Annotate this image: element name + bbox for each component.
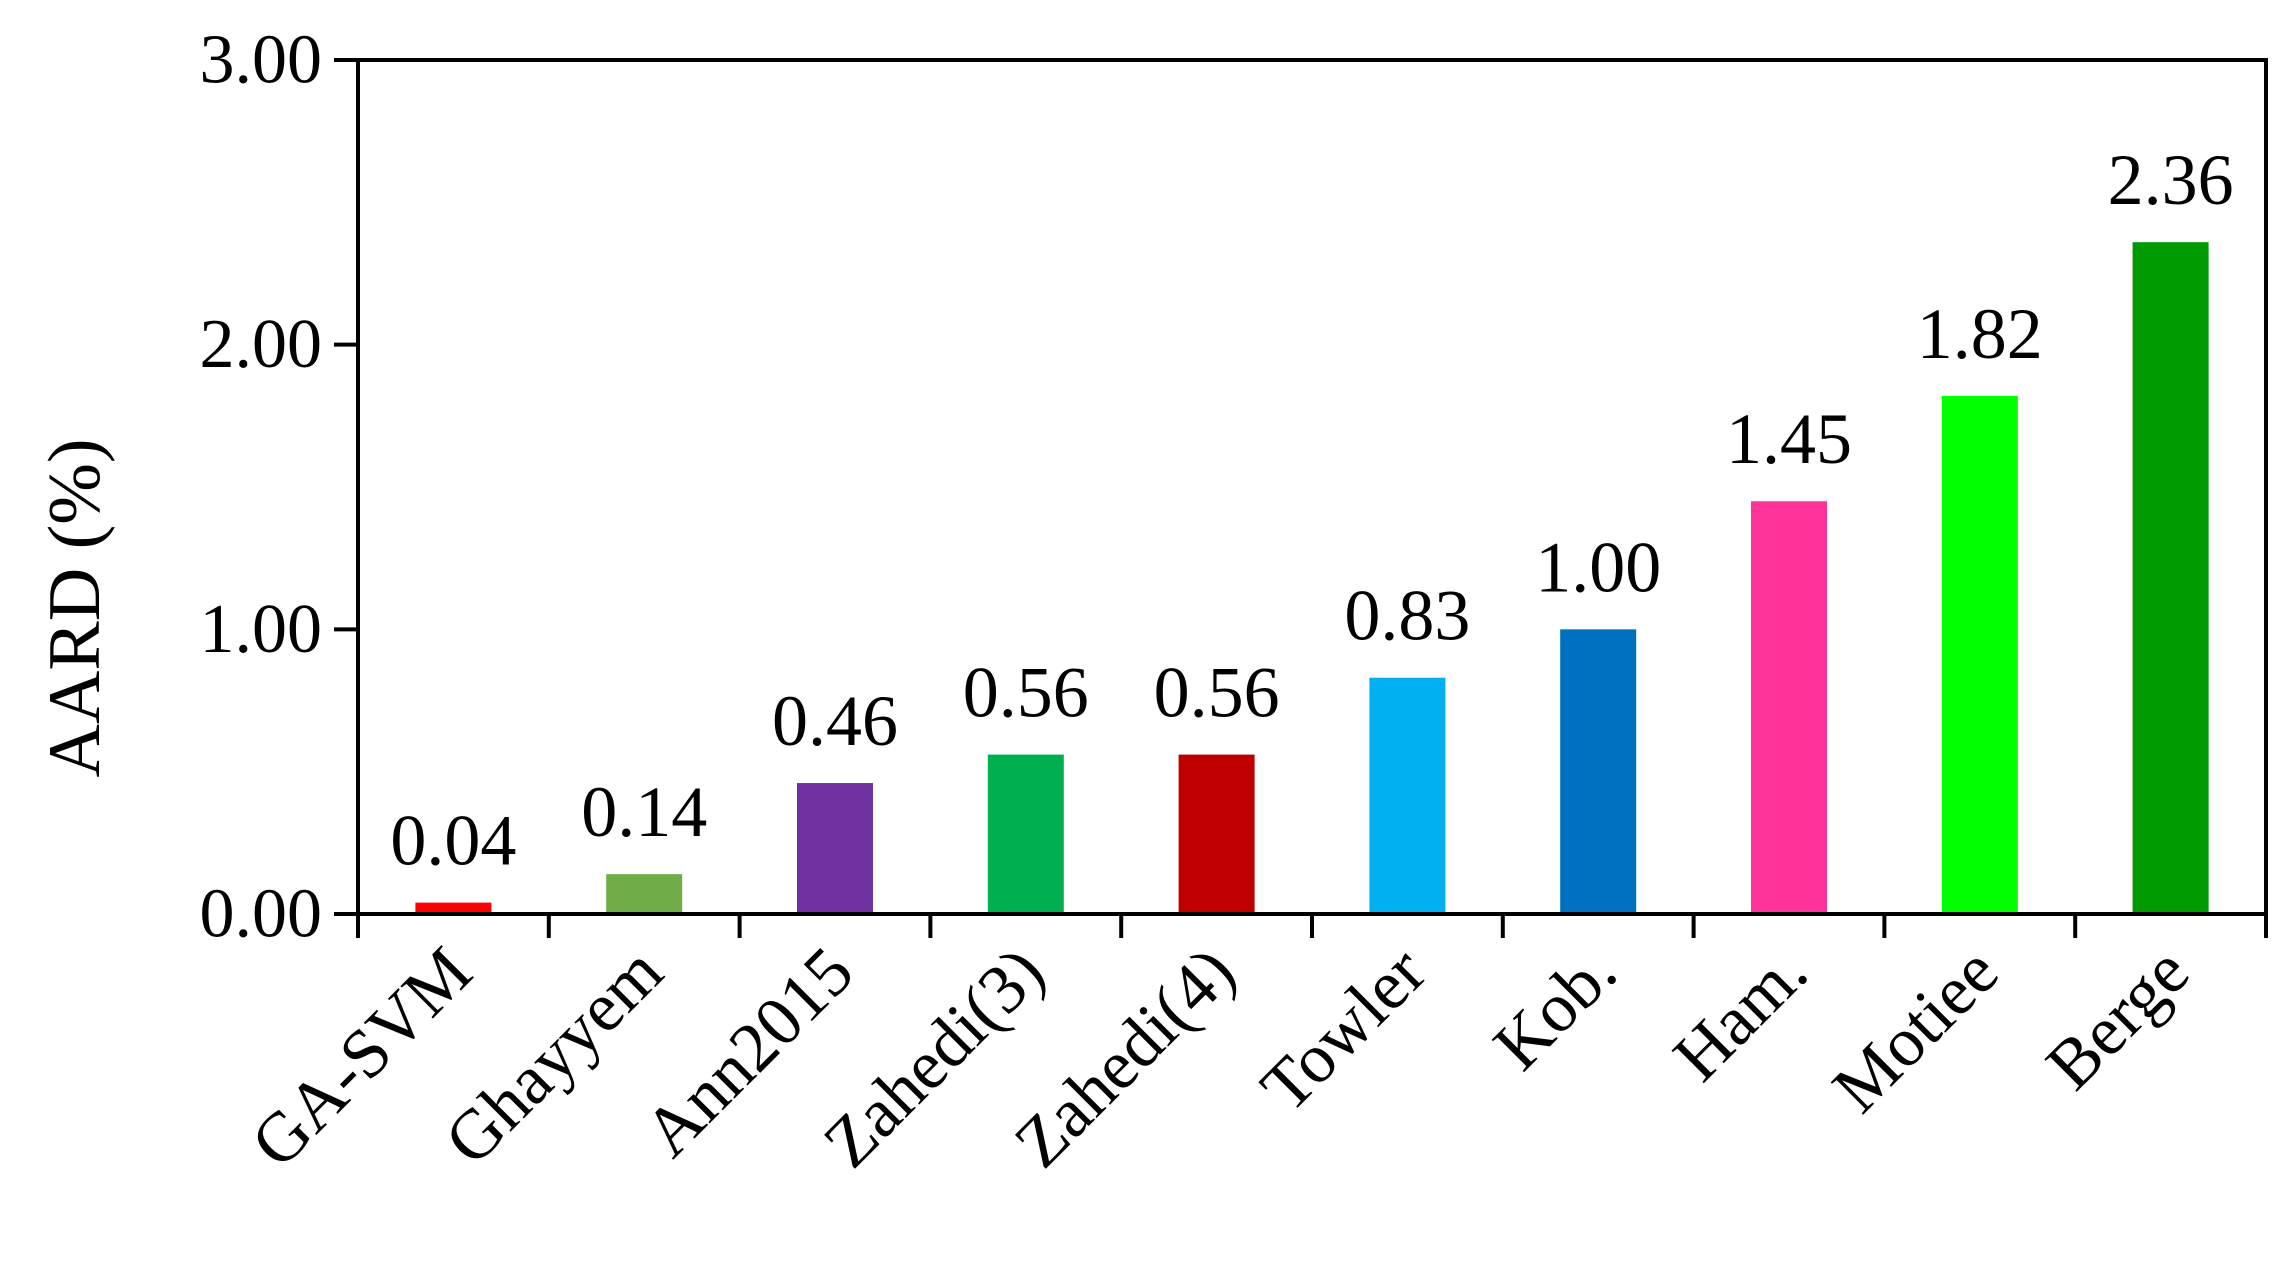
category-labels-group: GA-SVMGhayyemAnn2015Zahedi(3)Zahedi(4)To… <box>237 933 2204 1183</box>
bar <box>2132 242 2209 915</box>
category-label: Towler <box>1247 933 1441 1127</box>
bar <box>1369 677 1446 914</box>
bar <box>1751 501 1827 914</box>
y-axis-title: AARD (%) <box>34 438 116 777</box>
y-tick-label: 1.00 <box>200 591 323 668</box>
bar <box>415 902 492 914</box>
data-label: 0.46 <box>772 681 898 761</box>
data-label: 0.83 <box>1344 576 1470 656</box>
data-label: 1.00 <box>1535 527 1661 607</box>
y-tick-label: 2.00 <box>200 306 323 383</box>
bar <box>606 874 683 914</box>
bar <box>797 783 873 914</box>
data-label: 1.82 <box>1917 294 2043 374</box>
bar <box>1560 629 1637 914</box>
category-label: Ham. <box>1659 933 1822 1096</box>
bar <box>987 754 1064 914</box>
category-label: Kob. <box>1479 933 1631 1085</box>
y-axis: 0.00 1.00 2.00 3.00 <box>200 22 358 953</box>
y-tick-label: 0.00 <box>200 876 323 953</box>
data-labels-group: 0.04 0.14 0.46 0.56 0.56 0.83 1.00 1.45 1.82 2.36 <box>390 140 2233 880</box>
data-label: 0.56 <box>1154 653 1280 733</box>
data-label: 0.14 <box>581 772 707 852</box>
category-label: Motiee <box>1818 933 2013 1128</box>
bar <box>1941 395 2018 914</box>
data-label: 0.04 <box>390 801 516 881</box>
category-label: Berge <box>2032 933 2204 1105</box>
data-label: 1.45 <box>1726 399 1852 479</box>
bar <box>1178 754 1255 914</box>
y-tick-label: 3.00 <box>200 22 323 99</box>
data-label: 2.36 <box>2108 140 2234 220</box>
data-label: 0.56 <box>963 653 1089 733</box>
x-axis <box>356 914 2268 938</box>
bars-group <box>415 242 2209 915</box>
